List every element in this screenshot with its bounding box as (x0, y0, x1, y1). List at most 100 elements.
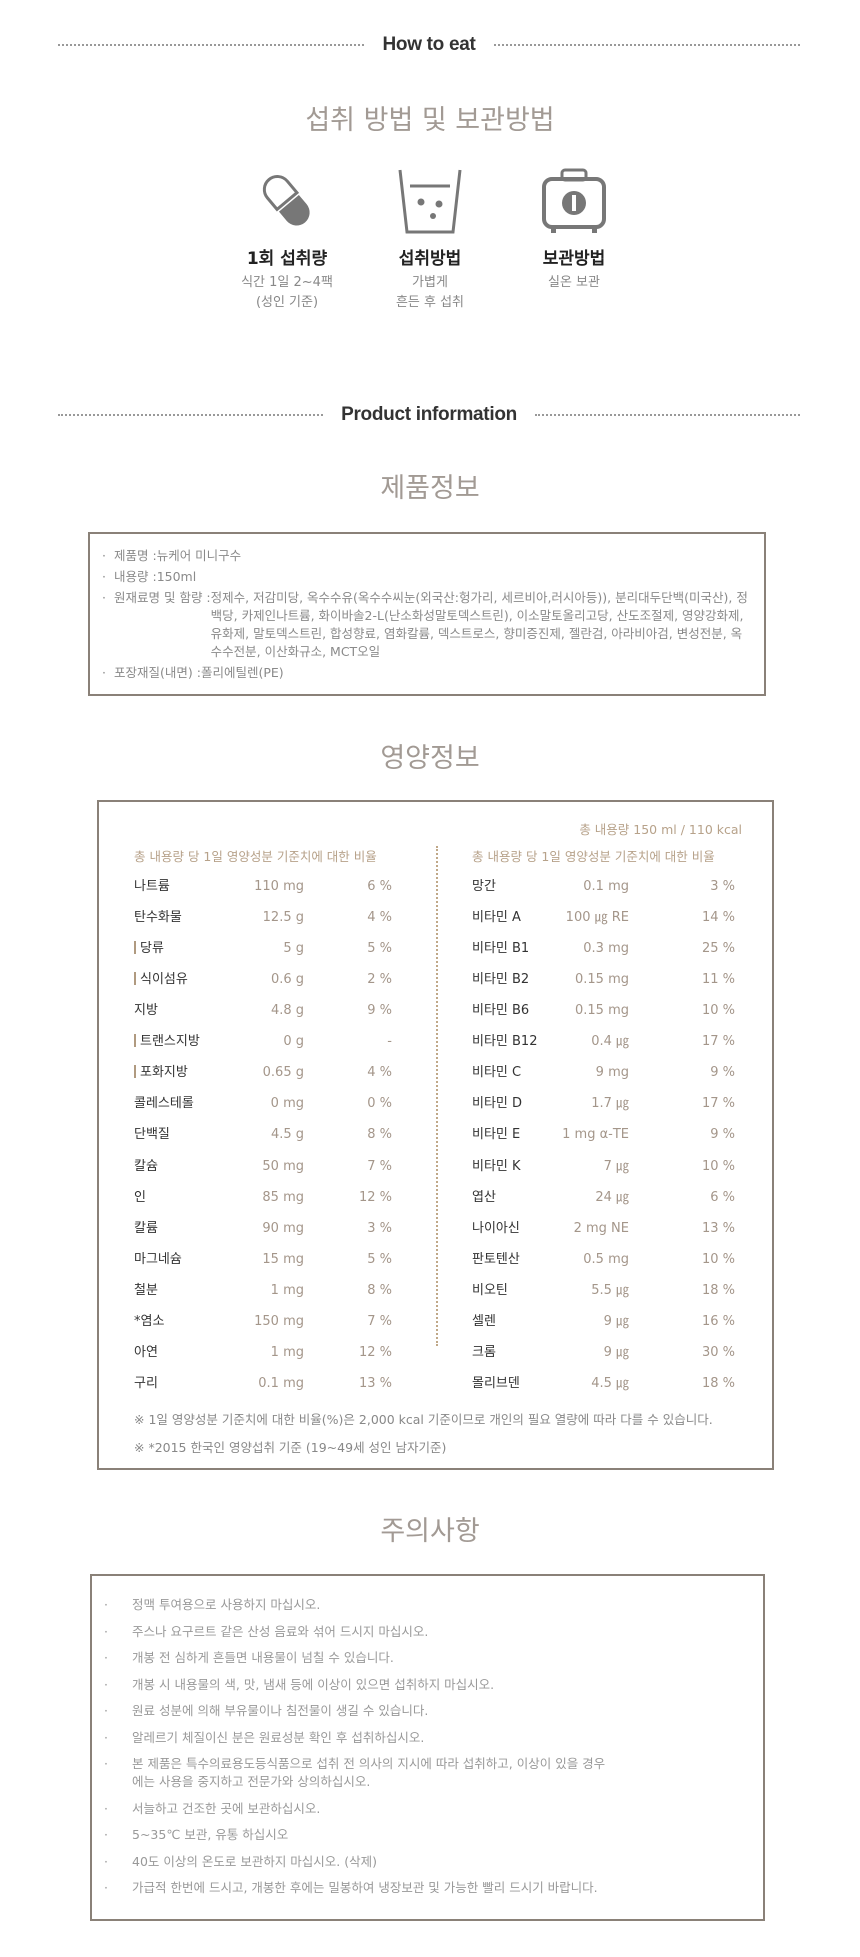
nutrient-percent: 17 % (701, 1034, 735, 1050)
feature-line: 가볍게 (412, 275, 448, 290)
info-item: · 내용량 : 150ml (102, 568, 752, 586)
nutrient-row: 비타민 B1 0.3 mg 25 % (99, 938, 776, 960)
nutrient-name: 비타민 B12 (472, 1034, 538, 1050)
nutrient-name: 비타민 C (472, 1065, 522, 1081)
caution-text: 원료 성분에 의해 부유물이나 침전물이 생길 수 있습니다. (132, 1703, 429, 1718)
bullet: · (104, 1597, 108, 1612)
nutrient-percent: 6 % (710, 1189, 735, 1205)
nutrient-row: 엽산 24 ㎍ 6 % (99, 1187, 776, 1209)
nutrient-amount: 7 ㎍ (603, 1158, 629, 1174)
nutrient-row: 비타민 E 1 mg α-TE 9 % (99, 1124, 776, 1146)
how-to-eat-title: 섭취 방법 및 보관방법 (305, 105, 555, 136)
bullet: · (104, 1703, 108, 1718)
product-info-title: 제품정보 (380, 473, 480, 504)
caution-item: · 본 제품은 특수의료용도등식품으로 섭취 전 의사의 지시에 따라 섭취하고,… (104, 1755, 751, 1791)
caution-text: 40도 이상의 온도로 보관하지 마십시오. (삭제) (132, 1853, 378, 1869)
feature-line: (성인 기준) (255, 295, 319, 310)
nutrient-row: 트랜스지방 0 g - (99, 1031, 776, 1053)
nutrient-percent: 0 % (367, 1096, 392, 1112)
nutrient-name: 식이섬유 (134, 969, 188, 991)
divider (58, 44, 365, 46)
nutrient-amount: 0.65 g (262, 1065, 304, 1081)
caution-text: 개봉 전 심하게 흔들면 내용물이 넘칠 수 있습니다. (132, 1650, 394, 1665)
feature-line: 실온 보관 (548, 275, 600, 290)
nutrient-amount: 50 mg (262, 1158, 304, 1174)
nutrient-percent: 18 % (701, 1282, 735, 1298)
info-item: · 제품명 : 뉴케어 미니구수 (102, 547, 752, 565)
nutrient-row: 아연 1 mg 12 % (99, 1342, 776, 1364)
nutrient-name: 지방 (134, 1003, 158, 1019)
info-value: 150ml (156, 569, 197, 584)
right-column-header: 총 내용량 당 1일 영양성분 기준치에 대한 비율 (472, 849, 715, 864)
nutrient-amount: 0 g (283, 1034, 304, 1050)
nutrient-name: 단백질 (134, 1127, 170, 1143)
nutrient-amount: 0.6 g (270, 972, 304, 988)
caution-text: 서늘하고 건조한 곳에 보관하십시오. (132, 1800, 321, 1816)
nutrition-title: 영양정보 (380, 743, 480, 774)
bullet: · (102, 590, 106, 605)
nutrient-amount: 110 mg (254, 879, 304, 894)
nutrient-name: 비타민 B6 (472, 1003, 530, 1019)
nutrient-percent: 10 % (701, 1251, 735, 1267)
footnote: ※ 1일 영양성분 기준치에 대한 비율(%)은 2,000 kcal 기준이므… (134, 1412, 713, 1427)
section-label: Product information (341, 404, 517, 425)
nutrient-percent: 9 % (367, 1003, 392, 1019)
nutrient-percent: 9 % (710, 1127, 735, 1143)
nutrient-name: 크롬 (472, 1344, 496, 1360)
nutrient-percent: 5 % (367, 941, 392, 957)
nutrient-percent: 13 % (701, 1220, 735, 1236)
nutrient-amount: 9 ㎍ (603, 1344, 629, 1360)
nutrient-row: 칼슘 50 mg 7 % (99, 1156, 776, 1178)
nutrition-box: 총 내용량 150 ml / 110 kcal 총 내용량 당 1일 영양성분 … (97, 800, 774, 1470)
nutrient-name: 몰리브덴 (472, 1375, 520, 1391)
feature-line: 흔든 후 섭취 (395, 295, 465, 310)
divider (534, 414, 801, 416)
nutrient-amount: 0.1 mg (258, 1375, 304, 1391)
caution-text: 본 제품은 특수의료용도등식품으로 섭취 전 의사의 지시에 따라 섭취하고, … (132, 1756, 606, 1789)
nutrient-row: 콜레스테롤 0 mg 0 % (99, 1093, 776, 1115)
info-key: 포장재질(내면) : (114, 665, 201, 680)
info-key: 원재료명 및 함량 : (114, 590, 211, 605)
bullet: · (104, 1756, 108, 1771)
nutrient-row: 당류 5 g 5 % (99, 938, 776, 960)
nutrient-amount: 15 mg (262, 1251, 304, 1267)
nutrient-percent: 12 % (358, 1344, 392, 1360)
nutrient-amount: 4.8 g (270, 1003, 304, 1019)
nutrient-amount: 0.15 mg (575, 1003, 629, 1019)
nutrient-name: 망간 (472, 879, 496, 894)
caution-text: 개봉 시 내용물의 색, 맛, 냄새 등에 이상이 있으면 섭취하지 마십시오. (132, 1676, 495, 1692)
nutrient-name: 칼슘 (134, 1158, 158, 1174)
nutrient-row: 식이섬유 0.6 g 2 % (99, 969, 776, 991)
cup-icon (398, 169, 462, 234)
divider (58, 414, 324, 416)
feature-label: 보관방법 (542, 249, 606, 269)
nutrient-name: 마그네슘 (134, 1251, 182, 1267)
bullet: · (102, 665, 106, 680)
nutrient-amount: 90 mg (262, 1220, 304, 1236)
nutrient-amount: 1 mg (270, 1282, 304, 1298)
info-key: 내용량 : (114, 569, 157, 584)
nutrient-name: 나트륨 (134, 879, 170, 894)
feature-label: 1회 섭취량 (246, 249, 328, 269)
nutrient-name: 트랜스지방 (134, 1031, 200, 1053)
nutrient-percent: 4 % (367, 1065, 392, 1081)
caution-text: 정맥 투여용으로 사용하지 마십시오. (132, 1597, 321, 1612)
nutrient-row: 나이아신 2 mg NE 13 % (99, 1218, 776, 1240)
bullet: · (104, 1650, 108, 1665)
nutrient-row: 단백질 4.5 g 8 % (99, 1124, 776, 1146)
nutrient-amount: 4.5 g (270, 1127, 304, 1143)
cautions-box: · 정맥 투여용으로 사용하지 마십시오. · 주스나 요구르트 같은 산성 음료와 … (90, 1574, 765, 1921)
nutrient-percent: 7 % (367, 1158, 392, 1174)
caution-text: 주스나 요구르트 같은 산성 음료와 섞어 드시지 마십시오. (132, 1623, 429, 1639)
caution-item: · 알레르기 체질이신 분은 원료성분 확인 후 섭취하십시오. (104, 1729, 751, 1747)
nutrient-row: 판토텐산 0.5 mg 10 % (99, 1249, 776, 1271)
info-value: 뉴케어 미니구수 (156, 548, 242, 563)
section-header-how-to-eat: How to eat (58, 33, 800, 57)
nutrient-percent: 10 % (701, 1158, 735, 1174)
nutrient-row: 나트륨 110 mg 6 % (99, 876, 776, 898)
nutrient-percent: 5 % (367, 1251, 392, 1267)
caution-item: · 개봉 시 내용물의 색, 맛, 냄새 등에 이상이 있으면 섭취하지 마십시오… (104, 1676, 751, 1694)
nutrient-amount: 0.4 ㎍ (591, 1034, 629, 1050)
nutrient-amount: 0.1 mg (583, 879, 629, 894)
bullet: · (104, 1880, 108, 1895)
